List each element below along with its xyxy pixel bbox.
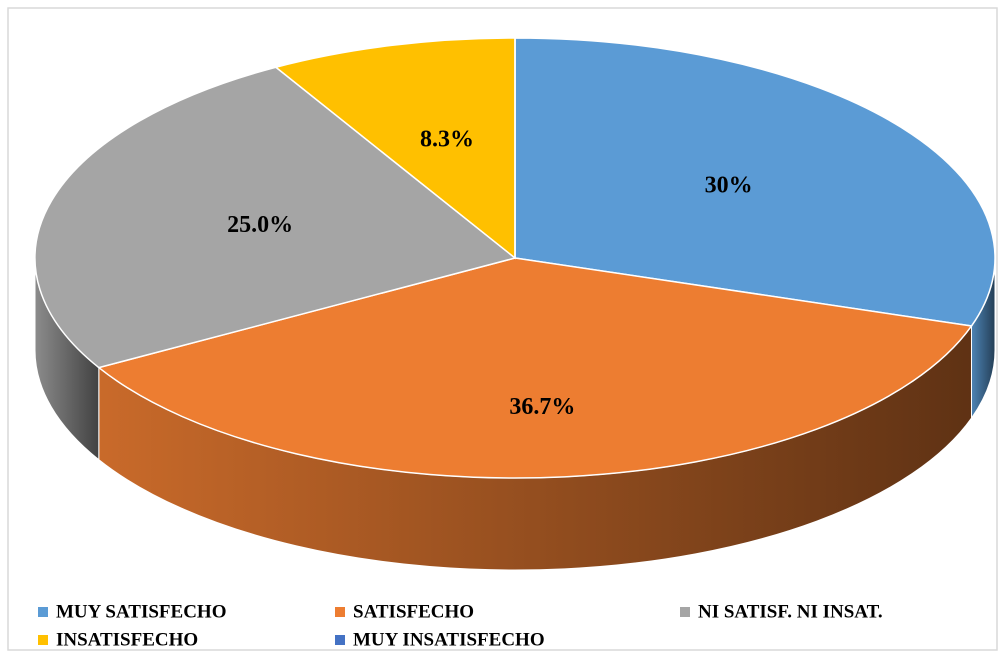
data-labels: 30% 36.7% 25.0% 8.3%: [227, 127, 752, 420]
legend-swatch: [335, 607, 345, 617]
data-label: 8.3%: [420, 127, 474, 153]
legend: MUY SATISFECHO SATISFECHO NI SATISF. NI IN…: [38, 601, 883, 650]
legend-label: MUY SATISFECHO: [56, 601, 227, 622]
pie-slice: [514, 37, 996, 327]
legend-label: MUY INSATISFECHO: [353, 629, 545, 650]
legend-swatch: [38, 607, 48, 617]
legend-label: NI SATISF. NI INSAT.: [698, 601, 883, 622]
pie-tops: [34, 37, 996, 479]
data-label: 25.0%: [227, 212, 293, 238]
legend-swatch: [335, 635, 345, 645]
legend-label: INSATISFECHO: [56, 629, 198, 650]
legend-swatch: [680, 607, 690, 617]
data-label: 30%: [705, 172, 753, 198]
data-label: 36.7%: [509, 394, 575, 420]
pie-slice: [34, 66, 517, 369]
legend-swatch: [38, 635, 48, 645]
pie-slice: [274, 37, 516, 260]
pie-slice: [97, 257, 973, 479]
legend-label: SATISFECHO: [353, 601, 474, 622]
pie-sides: [34, 257, 996, 571]
